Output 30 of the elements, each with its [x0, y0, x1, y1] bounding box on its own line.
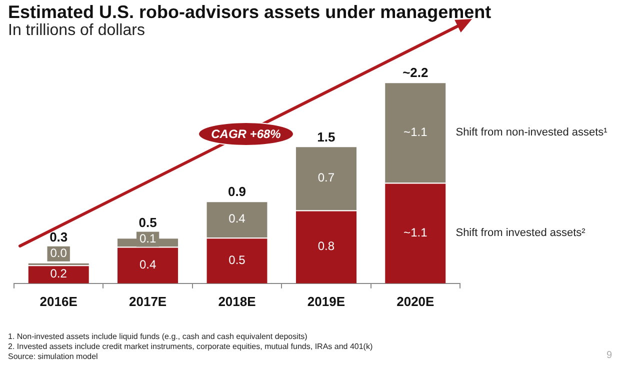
data-label: 0.4	[228, 212, 246, 226]
total-label: 1.5	[317, 129, 336, 144]
series-label: Shift from non-invested assets¹	[456, 126, 608, 138]
annotation: CAGR +68%	[211, 127, 281, 141]
data-label: ~1.1	[404, 124, 428, 139]
chart-subtitle: In trillions of dollars	[8, 22, 145, 40]
x-tick-label: 2019E	[307, 294, 346, 309]
series-label: Shift from invested assets²	[456, 227, 586, 240]
x-tick-label: 2020E	[396, 294, 435, 309]
total-label: 0.5	[138, 214, 157, 230]
oval-badge: CAGR +68%	[198, 122, 294, 146]
data-label: 0.4	[139, 257, 156, 272]
x-tick-label: 2017E	[129, 294, 167, 309]
data-label: 0.0	[50, 246, 68, 260]
data-label: 0.8	[318, 239, 335, 254]
total-label: ~2.2	[402, 65, 428, 80]
total-label: 0.3	[50, 229, 68, 244]
chart-title: Estimated U.S. robo-advisors assets under management	[8, 2, 492, 23]
text: 2. Invested assets include credit market instruments, corporate equities, mutual funds, IRAs and 401(k)	[8, 342, 373, 352]
source-note: Source: simulation model	[8, 352, 99, 362]
text: 9	[606, 350, 612, 361]
x-tick-label: 2018E	[218, 294, 256, 309]
data-label: 0.2	[50, 266, 68, 281]
data-label: ~1.1	[404, 225, 428, 240]
total-label: 0.9	[228, 184, 246, 200]
data-label: 0.5	[228, 252, 246, 267]
data-label: 0.1	[139, 232, 156, 246]
text: 1. Non-invested assets include liquid funds (e.g., cash and cash equivalent deposits)	[8, 332, 308, 342]
data-label: 0.7	[318, 170, 335, 185]
x-tick-label: 2016E	[40, 294, 78, 309]
